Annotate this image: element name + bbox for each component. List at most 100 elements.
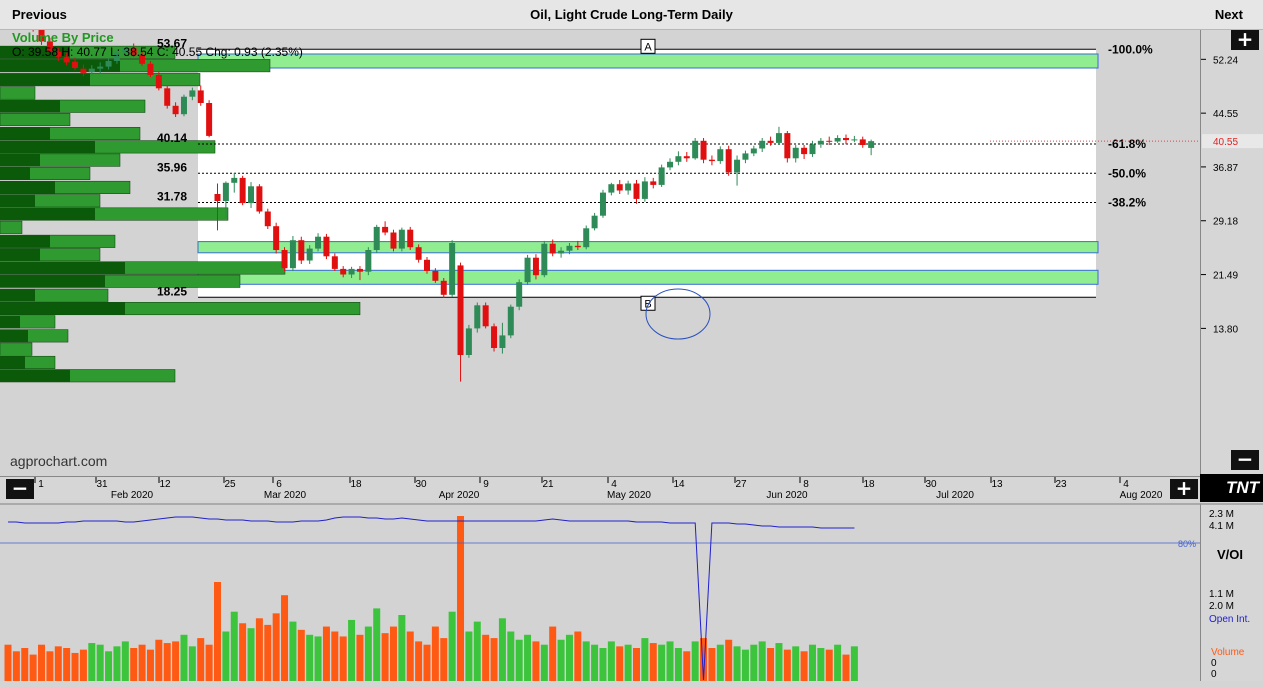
- volume-bar: [364, 626, 372, 681]
- candle-body: [759, 140, 766, 149]
- date-tick-label: 21: [542, 479, 554, 490]
- volume-bar: [247, 628, 255, 681]
- volume-bar: [105, 651, 113, 681]
- fib-price-label: 31.78: [157, 190, 187, 204]
- candle-body: [373, 226, 380, 250]
- volume-bar: [146, 649, 154, 681]
- vbp-bar: [0, 86, 36, 100]
- volume-bar: [457, 516, 465, 681]
- volume-bar: [808, 644, 816, 681]
- candle-body: [742, 153, 749, 160]
- candle-body: [105, 61, 112, 67]
- date-tick-label: 12: [159, 479, 171, 490]
- candle-body: [348, 268, 355, 275]
- vbp-bar: [0, 113, 71, 127]
- date-tick-label: 18: [350, 479, 362, 490]
- date-tick-label: 27: [735, 479, 747, 490]
- axis-label-zero1: 0: [1211, 658, 1217, 669]
- vbp-bar-dark: [0, 59, 120, 72]
- candle-body: [574, 245, 581, 248]
- price-tick-label: 13.80: [1213, 324, 1238, 335]
- volume-bar: [582, 641, 590, 681]
- axis-label-zero2: 0: [1211, 669, 1217, 680]
- volume-bar: [633, 648, 640, 681]
- candle-body: [625, 183, 632, 191]
- candle-body: [708, 159, 715, 162]
- vbp-bar-dark: [0, 275, 105, 288]
- volume-bar: [348, 619, 356, 681]
- volume-bar: [750, 644, 758, 681]
- volume-bar: [658, 644, 666, 681]
- volume-bar: [549, 626, 557, 681]
- zoom-out-button[interactable]: −: [1231, 449, 1259, 470]
- price-tick-label: 44.55: [1213, 109, 1238, 120]
- candle-body: [180, 96, 187, 115]
- volume-bar: [29, 654, 37, 681]
- candle-body: [457, 265, 464, 355]
- volume-bar: [624, 644, 632, 681]
- candle-body: [331, 256, 338, 269]
- price-axis-ticks: 52.24 44.55 36.87 29.18 21.49 13.80 40.55: [1201, 55, 1263, 335]
- fib-price-label: 35.96: [157, 160, 187, 174]
- volume-bar: [406, 631, 414, 681]
- candle-body: [524, 257, 531, 283]
- date-tick-label: 25: [224, 479, 236, 490]
- volume-bar: [473, 621, 481, 681]
- date-tick-label: 31: [96, 479, 108, 490]
- fib-price-label: 53.67: [157, 36, 187, 50]
- candle-body: [407, 229, 414, 248]
- volume-bar: [356, 634, 364, 681]
- price-panel[interactable]: 53.67 -100.0% 40.14 -61.8% 35.96 -50.0% 31.78 -…: [0, 0, 1200, 476]
- vbp-bar-dark: [0, 302, 125, 315]
- date-axis: 1 31 12 25 6 18 30 9 21 4 14 27 8 18 30 13 23 4 Feb 2020 Ma…: [0, 476, 1200, 501]
- vbp-bar: [0, 342, 33, 356]
- candle-body: [130, 48, 137, 55]
- volume-bar: [12, 651, 20, 681]
- vbp-bar-dark: [0, 356, 25, 369]
- vol-oi-ratio-label: V/OI: [1217, 547, 1243, 562]
- fib-price-label: 40.14: [157, 131, 187, 145]
- highlight-ellipse: [645, 288, 711, 340]
- month-label: May 2020: [607, 490, 651, 501]
- volume-bar: [88, 643, 96, 681]
- volume-bar: [616, 646, 624, 681]
- zoom-in-button[interactable]: +: [1231, 29, 1259, 50]
- volume-bar: [800, 651, 808, 681]
- candle-body: [264, 211, 271, 227]
- volume-bar: [532, 641, 540, 681]
- volume-bar: [214, 582, 221, 681]
- date-tick-label: 9: [483, 479, 489, 490]
- volume-bar: [716, 644, 724, 681]
- date-tick-label: 1: [38, 479, 44, 490]
- volume-bar: [834, 644, 842, 681]
- scroll-left-button[interactable]: −: [6, 478, 34, 499]
- previous-button[interactable]: Previous: [12, 7, 67, 22]
- vbp-bar-dark: [0, 329, 28, 343]
- candle-body: [868, 141, 875, 148]
- candle-body: [46, 41, 53, 52]
- volume-bar: [272, 613, 280, 681]
- volume-bar: [591, 644, 599, 681]
- next-button[interactable]: Next: [1214, 7, 1243, 22]
- candle-body: [340, 268, 347, 275]
- fib-percent-label: -61.8%: [1108, 137, 1146, 151]
- candle-body: [683, 156, 690, 159]
- scroll-right-button[interactable]: +: [1170, 478, 1198, 499]
- candle-body: [583, 228, 590, 248]
- vbp-bar-dark: [0, 315, 20, 329]
- price-chart: 53.67 -100.0% 40.14 -61.8% 35.96 -50.0% 31.78 -…: [0, 0, 1200, 469]
- candle-body: [692, 140, 699, 159]
- candle-body: [231, 177, 238, 183]
- month-label: Jun 2020: [766, 490, 808, 501]
- candle-body: [80, 68, 87, 73]
- vbp-bar-dark: [0, 207, 95, 221]
- volume-bar: [138, 644, 146, 681]
- volume-bar: [783, 649, 791, 681]
- volume-bar: [79, 649, 87, 681]
- volume-bar: [172, 641, 180, 681]
- candle-body: [667, 161, 674, 168]
- volume-bar: [21, 648, 29, 681]
- volume-chart: 80%: [0, 516, 1200, 681]
- candle-body: [633, 183, 640, 199]
- vbp-bar-dark: [0, 289, 35, 302]
